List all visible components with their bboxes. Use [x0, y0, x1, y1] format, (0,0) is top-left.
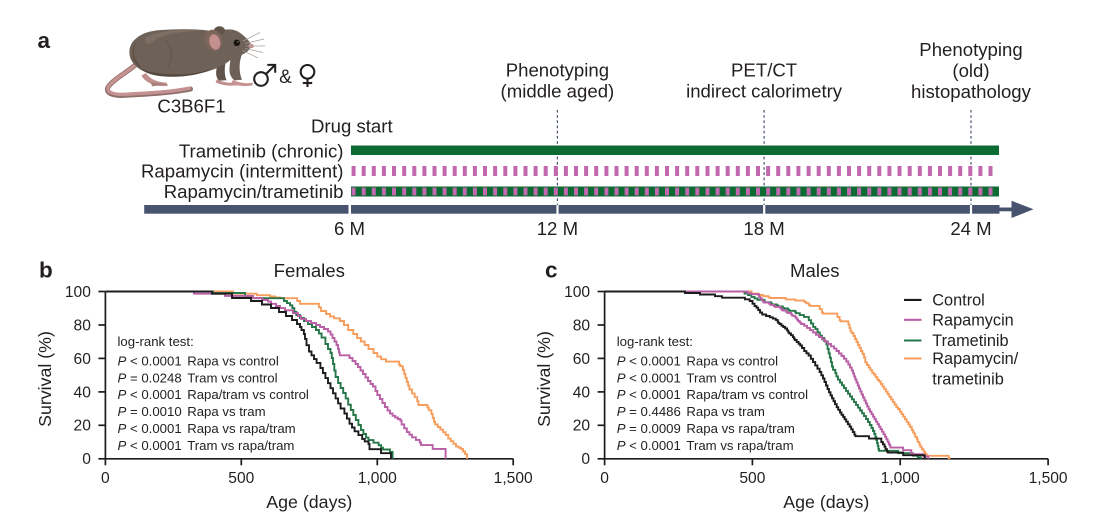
- svg-text:500: 500: [228, 470, 254, 487]
- svg-text:P < 0.0001: P < 0.0001: [617, 387, 681, 402]
- svg-text:b: b: [39, 258, 53, 283]
- svg-text:histopathology: histopathology: [911, 81, 1032, 102]
- svg-text:Rapamycin/trametinib: Rapamycin/trametinib: [164, 181, 344, 202]
- svg-text:P < 0.0001: P < 0.0001: [118, 387, 182, 402]
- svg-text:Females: Females: [274, 260, 345, 281]
- svg-text:Control: Control: [932, 291, 985, 309]
- svg-text:500: 500: [739, 470, 765, 487]
- svg-text:P = 0.4486: P = 0.4486: [617, 404, 681, 419]
- svg-text:Rapa vs rapa/tram: Rapa vs rapa/tram: [686, 421, 794, 436]
- svg-text:P < 0.0001: P < 0.0001: [617, 370, 681, 385]
- svg-text:Rapa/tram vs control: Rapa/tram vs control: [187, 387, 309, 402]
- svg-text:PET/CT: PET/CT: [731, 60, 797, 81]
- svg-text:40: 40: [74, 384, 92, 401]
- svg-text:log-rank test:: log-rank test:: [118, 334, 194, 349]
- svg-text:80: 80: [573, 317, 591, 334]
- svg-text:a: a: [38, 28, 51, 53]
- svg-text:P < 0.0001: P < 0.0001: [118, 354, 182, 369]
- svg-text:Tram vs rapa/tram: Tram vs rapa/tram: [187, 438, 294, 453]
- svg-text:Rapa vs control: Rapa vs control: [686, 354, 778, 369]
- svg-text:40: 40: [573, 384, 591, 401]
- svg-text:Drug start: Drug start: [311, 116, 393, 137]
- svg-text:Phenotyping: Phenotyping: [919, 39, 1022, 60]
- svg-text:Rapa vs tram: Rapa vs tram: [686, 404, 764, 419]
- svg-text:0: 0: [101, 470, 110, 487]
- svg-text:P = 0.0009: P = 0.0009: [617, 421, 681, 436]
- svg-text:20: 20: [573, 418, 591, 435]
- svg-text:Survival (%): Survival (%): [35, 331, 55, 427]
- svg-text:c: c: [545, 258, 558, 283]
- svg-text:Tram vs rapa/tram: Tram vs rapa/tram: [686, 438, 793, 453]
- svg-text:Males: Males: [790, 260, 840, 281]
- svg-text:P = 0.0248: P = 0.0248: [118, 370, 182, 385]
- svg-text:18 M: 18 M: [743, 218, 784, 239]
- svg-text:P < 0.0001: P < 0.0001: [617, 354, 681, 369]
- svg-text:100: 100: [564, 284, 590, 301]
- svg-text:100: 100: [65, 284, 91, 301]
- svg-text:6 M: 6 M: [334, 218, 365, 239]
- svg-text:Trametinib (chronic): Trametinib (chronic): [179, 141, 344, 162]
- svg-text:0: 0: [82, 451, 91, 468]
- svg-text:P < 0.0001: P < 0.0001: [118, 438, 182, 453]
- svg-text:60: 60: [74, 351, 92, 368]
- svg-text:0: 0: [581, 451, 590, 468]
- svg-text:12 M: 12 M: [537, 218, 578, 239]
- svg-text:Trametinib: Trametinib: [932, 332, 1008, 350]
- svg-text:log-rank test:: log-rank test:: [617, 334, 693, 349]
- svg-text:Tram vs control: Tram vs control: [187, 370, 277, 385]
- svg-text:(middle aged): (middle aged): [501, 81, 615, 102]
- svg-text:Rapa/tram vs control: Rapa/tram vs control: [686, 387, 808, 402]
- svg-text:1,500: 1,500: [1029, 470, 1068, 487]
- svg-text:24 M: 24 M: [950, 218, 991, 239]
- svg-text:20: 20: [74, 418, 92, 435]
- svg-text:1,500: 1,500: [494, 470, 533, 487]
- svg-text:Rapa vs tram: Rapa vs tram: [187, 404, 265, 419]
- svg-text:Age (days): Age (days): [266, 492, 352, 512]
- svg-text:Tram vs control: Tram vs control: [686, 370, 776, 385]
- svg-text:Age (days): Age (days): [783, 492, 869, 512]
- svg-text:trametinib: trametinib: [932, 370, 1004, 388]
- svg-text:Rapamycin (intermittent): Rapamycin (intermittent): [141, 160, 344, 181]
- svg-text:C3B6F1: C3B6F1: [157, 96, 225, 117]
- svg-text:P < 0.0001: P < 0.0001: [118, 421, 182, 436]
- svg-text:indirect calorimetry: indirect calorimetry: [686, 81, 843, 102]
- svg-text:Rapamycin/: Rapamycin/: [932, 350, 1018, 368]
- svg-text:P < 0.0001: P < 0.0001: [617, 438, 681, 453]
- svg-text:Rapamycin: Rapamycin: [932, 311, 1013, 329]
- svg-text:(old): (old): [952, 60, 989, 81]
- svg-text:Phenotyping: Phenotyping: [506, 60, 609, 81]
- svg-text:Survival (%): Survival (%): [534, 331, 554, 427]
- svg-text:1,000: 1,000: [358, 470, 397, 487]
- svg-text:Rapa vs rapa/tram: Rapa vs rapa/tram: [187, 421, 295, 436]
- svg-text:60: 60: [573, 351, 591, 368]
- svg-text:&: &: [279, 67, 292, 88]
- svg-text:0: 0: [600, 470, 609, 487]
- svg-text:80: 80: [74, 317, 92, 334]
- svg-text:P = 0.0010: P = 0.0010: [118, 404, 182, 419]
- svg-text:Rapa vs control: Rapa vs control: [187, 354, 279, 369]
- svg-text:1,000: 1,000: [881, 470, 920, 487]
